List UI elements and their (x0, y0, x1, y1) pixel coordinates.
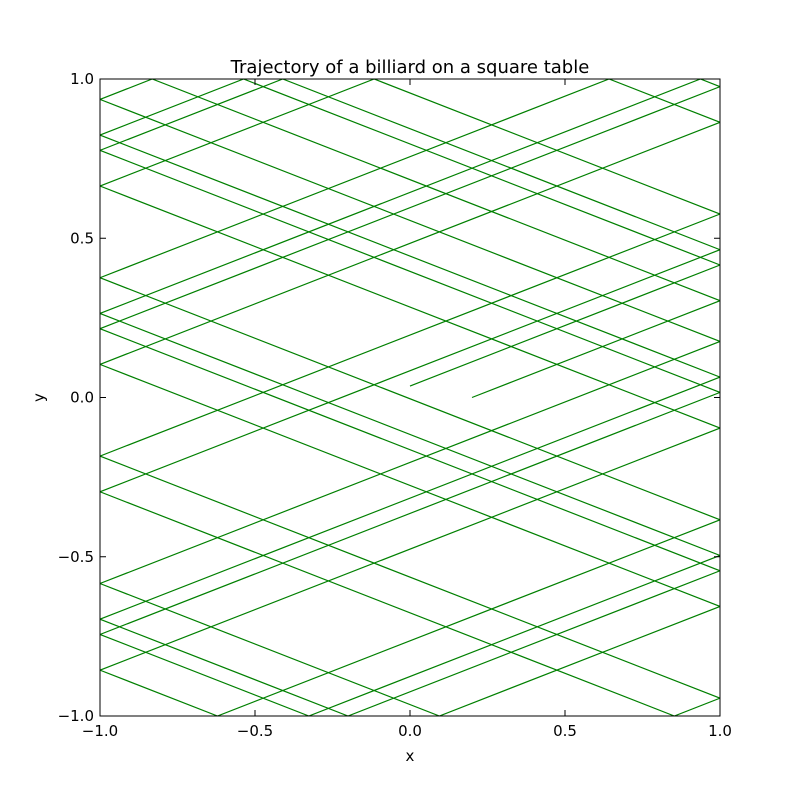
plot-area-background (100, 79, 720, 716)
trajectory-segment (100, 79, 153, 100)
x-tick-label: 0.5 (553, 722, 577, 740)
trajectory-segment (100, 340, 720, 585)
trajectory-segment (100, 376, 720, 620)
trajectory-segment (100, 79, 701, 314)
trajectory-segment (282, 79, 720, 251)
trajectory-segment (100, 98, 720, 342)
trajectory-segment (100, 328, 720, 572)
trajectory-segment (100, 669, 218, 716)
trajectory-segment (217, 519, 720, 716)
trajectory-segment (100, 582, 440, 716)
y-axis-label: y (30, 393, 48, 402)
trajectory-segment (100, 249, 720, 493)
trajectory-segment (100, 79, 283, 151)
chart-title: Trajectory of a billiard on a square tab… (230, 57, 590, 78)
trajectory-segment (308, 554, 720, 716)
trajectory-segment (439, 605, 720, 716)
trajectory-segment (151, 79, 720, 302)
trajectory-segment (100, 312, 720, 557)
trajectory-segment (100, 277, 720, 521)
x-tick-label: 0.0 (398, 722, 422, 740)
trajectory-segment (100, 633, 310, 716)
trajectory-segment (700, 79, 720, 88)
y-tick-label: 0.5 (70, 229, 94, 247)
trajectory-segment (100, 185, 720, 429)
trajectory-segment (373, 79, 720, 215)
trajectory-segment (100, 79, 610, 279)
trajectory-segment (100, 363, 720, 607)
trajectory-segment (347, 570, 720, 716)
trajectory-segment (409, 264, 720, 387)
y-tick-label: −0.5 (58, 548, 94, 566)
x-tick-label: 1.0 (708, 722, 732, 740)
trajectory-segment (100, 391, 720, 636)
trajectory-segment (100, 491, 675, 716)
trajectory-segment (100, 213, 720, 457)
trajectory-segment (674, 697, 720, 716)
trajectory-segment (100, 427, 720, 671)
trajectory-segment (100, 149, 720, 393)
y-tick-label: 0.0 (70, 389, 94, 407)
y-tick-label: 1.0 (70, 70, 94, 88)
trajectory-segment (100, 79, 244, 136)
trajectory-segment (100, 121, 720, 365)
trajectory-segment (100, 455, 720, 699)
trajectory-segment (471, 300, 720, 399)
trajectory-group (100, 79, 720, 716)
trajectory-segment (243, 79, 720, 266)
trajectory-segment (100, 86, 720, 330)
x-axis-label: x (406, 747, 415, 765)
x-tick-label: −1.0 (82, 722, 118, 740)
trajectory-segment (100, 618, 349, 716)
ticks-group: −1.0 −0.5 0.0 0.5 1.0 −1.0 −0.5 0.0 0.5 1.0 (58, 70, 732, 740)
trajectory-segment (608, 79, 720, 123)
x-tick-label: −0.5 (237, 722, 273, 740)
trajectory-segment (100, 134, 720, 378)
y-tick-label: −1.0 (58, 707, 94, 725)
